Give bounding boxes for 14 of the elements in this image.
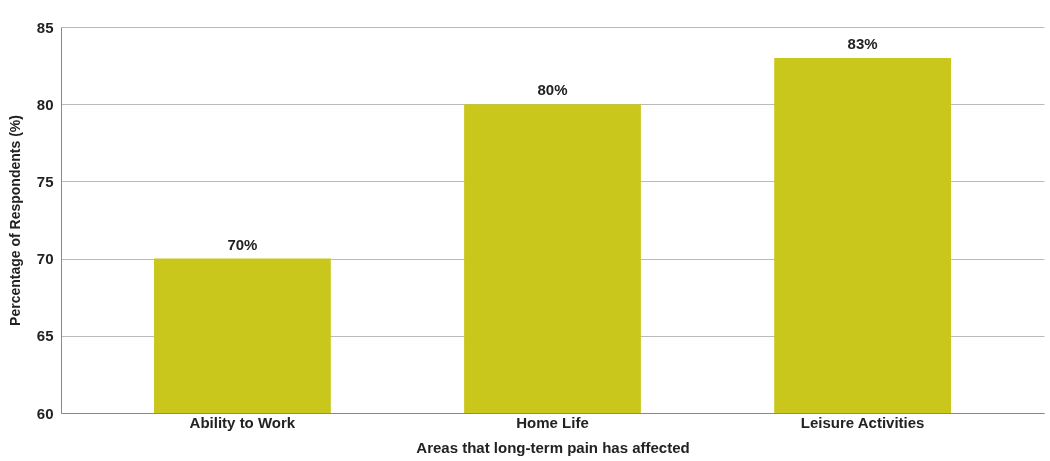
data-label: 83% [847,34,878,52]
data-label: 80% [537,81,568,99]
data-label: 70% [227,235,258,253]
y-tick-label: 60 [36,404,54,422]
y-axis-title: Percentage of Respondents (%) [6,115,23,326]
y-tick-label: 85 [36,18,54,36]
y-tick-label: 70 [36,250,54,268]
x-tick-label: Ability to Work [189,413,296,431]
x-tick-label: Home Life [516,413,589,431]
y-tick-label: 75 [36,172,54,190]
y-tick-label: 80 [36,95,54,113]
y-tick-label: 65 [36,327,54,345]
x-axis-title: Areas that long-term pain has affected [416,438,690,456]
x-tick-label: Leisure Activities [800,413,925,431]
